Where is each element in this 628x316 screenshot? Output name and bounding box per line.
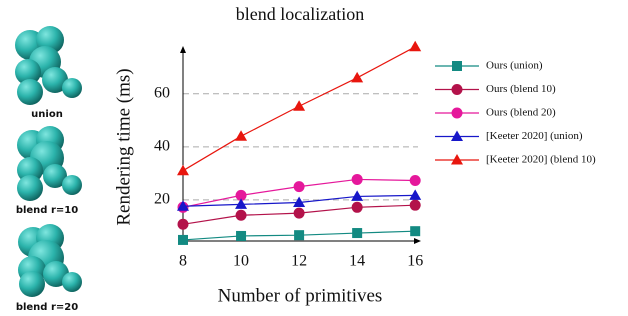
legend-label: [Keeter 2020] (union) [486, 130, 583, 142]
marker [410, 175, 421, 186]
legend-label: [Keeter 2020] (blend 10) [486, 154, 596, 166]
thumbnail-label: union [31, 109, 63, 120]
y-tick-label: 40 [154, 137, 170, 154]
marker [294, 181, 305, 192]
marker [352, 228, 362, 238]
marker [294, 230, 304, 240]
thumbnail-blend-10 [17, 126, 82, 201]
marker [452, 61, 462, 71]
y-tick-label: 20 [154, 191, 170, 208]
chart-title: blend localization [236, 4, 364, 24]
marker [410, 226, 420, 236]
marker [451, 131, 463, 142]
marker [294, 208, 305, 219]
x-tick-label: 12 [291, 253, 307, 270]
figure: union blend r=10 blend r=20 blend locali… [0, 0, 628, 316]
thumbnail-union [15, 26, 82, 105]
marker [409, 41, 421, 52]
legend-label: Ours (union) [486, 60, 543, 72]
thumbnail-label: blend r=20 [16, 302, 78, 313]
marker [178, 235, 188, 245]
marker [352, 174, 363, 185]
marker [452, 84, 463, 95]
marker [410, 200, 421, 211]
y-axis-label: Rendering time (ms) [113, 68, 134, 225]
x-axis-arrow [414, 238, 421, 244]
marker [409, 189, 421, 200]
marker [177, 165, 189, 176]
x-tick-label: 8 [179, 253, 187, 270]
y-tick-label: 60 [154, 84, 170, 101]
marker [178, 219, 189, 230]
thumbnail-label: blend r=10 [16, 205, 78, 216]
marker [236, 210, 247, 221]
marker [236, 231, 246, 241]
x-tick-label: 10 [233, 253, 249, 270]
marker [352, 202, 363, 213]
x-tick-label: 14 [349, 253, 365, 270]
marker [451, 154, 463, 165]
marker [351, 72, 363, 83]
x-axis-label: Number of primitives [218, 285, 383, 306]
marker [235, 130, 247, 141]
thumbnail-blend-20 [18, 224, 82, 297]
x-tick-label: 16 [407, 253, 423, 270]
legend-label: Ours (blend 10) [486, 83, 556, 95]
legend-label: Ours (blend 20) [486, 107, 556, 119]
marker [452, 108, 463, 119]
marker [351, 190, 363, 201]
marker [293, 100, 305, 111]
y-axis-arrow [180, 46, 186, 53]
